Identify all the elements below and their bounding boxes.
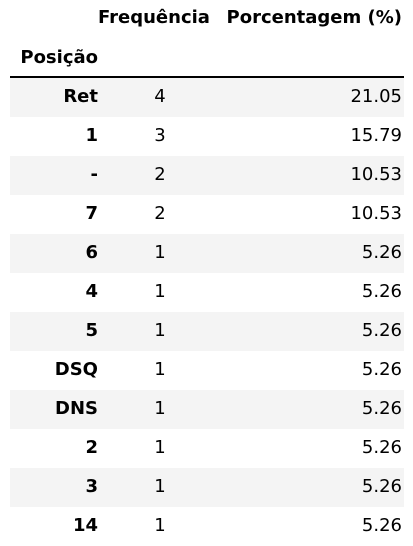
- row-frequency-value: 1: [154, 437, 166, 458]
- row-position-label: 7: [85, 203, 98, 224]
- row-position-label: Ret: [63, 86, 98, 107]
- row-percentage-value: 15.79: [350, 125, 402, 146]
- index-header-position: Posição: [20, 47, 98, 68]
- row-percentage-value: 5.26: [361, 476, 402, 497]
- row-frequency-value: 2: [154, 203, 166, 224]
- row-position-label: DSQ: [54, 359, 98, 380]
- table-row: 3 1 5.26: [10, 468, 404, 507]
- table-row: 7 2 10.53: [10, 195, 404, 234]
- row-frequency-value: 1: [154, 359, 166, 380]
- row-percentage-value: 5.26: [361, 242, 402, 263]
- row-frequency-value: 4: [154, 86, 166, 107]
- row-frequency-value: 2: [154, 164, 166, 185]
- table-row: DSQ 1 5.26: [10, 351, 404, 390]
- row-percentage-value: 5.26: [361, 437, 402, 458]
- row-position-label: 3: [85, 476, 98, 497]
- table-row: 6 1 5.26: [10, 234, 404, 273]
- column-header-row: Frequência Porcentagem (%): [10, 0, 404, 38]
- row-position-label: -: [90, 164, 98, 185]
- row-percentage-value: 10.53: [350, 203, 402, 224]
- table-row: 2 1 5.26: [10, 429, 404, 468]
- row-frequency-value: 1: [154, 476, 166, 497]
- table-row: - 2 10.53: [10, 156, 404, 195]
- row-position-label: DNS: [55, 398, 98, 419]
- table-row: 4 1 5.26: [10, 273, 404, 312]
- row-frequency-value: 1: [154, 281, 166, 302]
- row-frequency-value: 1: [154, 320, 166, 341]
- table-row: 1 3 15.79: [10, 117, 404, 156]
- row-position-label: 2: [85, 437, 98, 458]
- table-row: DNS 1 5.26: [10, 390, 404, 429]
- row-position-label: 1: [85, 125, 98, 146]
- table-body: Ret 4 21.05 1 3 15.79-2 10.53 7 2 10.53 6 1 5.26 4 1 5.…: [10, 78, 404, 546]
- row-percentage-value: 5.26: [361, 320, 402, 341]
- frequency-table: Frequência Porcentagem (%) Posição Ret 4 2…: [10, 0, 404, 546]
- row-frequency-value: 1: [154, 398, 166, 419]
- row-percentage-value: 5.26: [361, 398, 402, 419]
- row-frequency-value: 1: [154, 515, 166, 536]
- row-percentage-value: 21.05: [350, 86, 402, 107]
- row-position-label: 5: [85, 320, 98, 341]
- row-percentage-value: 10.53: [350, 164, 402, 185]
- row-position-label: 4: [85, 281, 98, 302]
- index-header-row: Posição: [10, 38, 404, 78]
- row-percentage-value: 5.26: [361, 359, 402, 380]
- row-frequency-value: 3: [154, 125, 166, 146]
- row-position-label: 14: [72, 515, 98, 536]
- column-header-frequency: Frequência: [98, 7, 210, 28]
- row-percentage-value: 5.26: [361, 281, 402, 302]
- row-position-label: 6: [85, 242, 98, 263]
- row-percentage-value: 5.26: [361, 515, 402, 536]
- row-frequency-value: 1: [154, 242, 166, 263]
- table-row: 5 1 5.26: [10, 312, 404, 351]
- table-row: Ret 4 21.05: [10, 78, 404, 117]
- column-header-percentage: Porcentagem (%): [226, 7, 402, 28]
- table-row: 14 1 5.26: [10, 507, 404, 546]
